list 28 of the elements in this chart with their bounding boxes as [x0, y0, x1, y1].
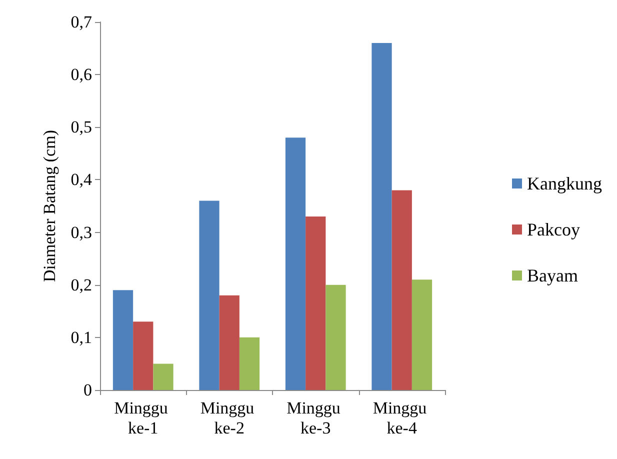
bar — [133, 322, 154, 390]
bar — [199, 200, 220, 390]
bar — [285, 138, 306, 390]
bar — [392, 190, 412, 390]
x-tick-label: Minggu ke-1 — [114, 398, 172, 438]
bar — [112, 290, 134, 390]
y-tick-label: 0 — [84, 380, 92, 400]
y-tick-label: 0,4 — [70, 170, 92, 190]
bar — [372, 43, 392, 390]
bar — [412, 280, 432, 390]
y-tick-label: 0,7 — [70, 12, 92, 32]
bar — [326, 284, 346, 390]
bar — [306, 216, 326, 390]
y-tick-label: 0,1 — [70, 328, 92, 347]
legend-label: Bayam — [527, 266, 578, 286]
y-tick-label: 0,3 — [70, 222, 92, 242]
y-tick-label: 0,2 — [70, 275, 92, 294]
x-tick-label: Minggu ke-3 — [286, 398, 345, 438]
legend-label: Pakcoy — [527, 220, 580, 240]
bar — [153, 364, 174, 390]
y-tick-label: 0,5 — [70, 118, 92, 137]
y-tick-label: 0,6 — [70, 65, 92, 84]
x-tick-label: Minggu ke-2 — [200, 398, 258, 438]
y-axis-title: Diameter Batang (cm) — [40, 130, 59, 282]
legend-label: Kangkung — [527, 174, 602, 194]
bar — [219, 295, 240, 390]
x-tick-label: Minggu ke-4 — [372, 398, 431, 438]
bar — [239, 337, 260, 390]
